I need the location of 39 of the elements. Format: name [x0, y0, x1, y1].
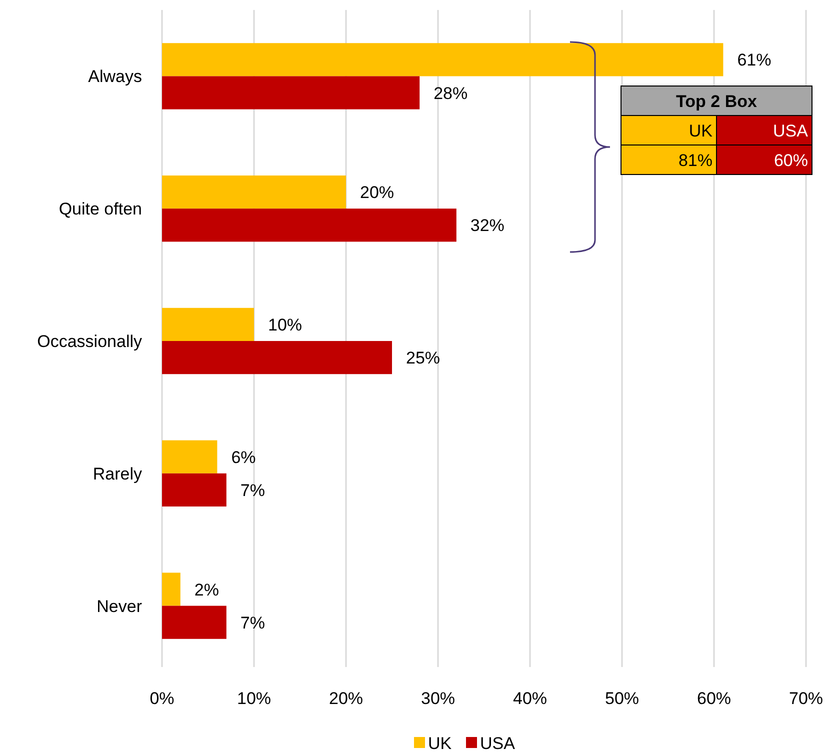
bar: [162, 76, 420, 110]
bar: [162, 43, 724, 76]
data-label: 25%: [406, 348, 440, 368]
bar: [162, 572, 180, 606]
x-tick-label: 30%: [420, 689, 456, 708]
x-tick-label: 10%: [236, 689, 272, 708]
data-label: 10%: [268, 315, 302, 334]
bar: [162, 308, 254, 341]
bar: [162, 473, 226, 506]
legend-label: USA: [480, 734, 516, 753]
data-label: 7%: [240, 480, 265, 500]
bar: [162, 341, 392, 374]
annotation: 81%: [678, 150, 712, 170]
annotation: Top 2 Box: [676, 92, 758, 111]
y-tick-label: Rarely: [92, 464, 142, 484]
y-tick-label: Quite often: [58, 200, 142, 219]
bar: [162, 440, 218, 474]
bar: [162, 176, 346, 209]
annotation: 60%: [774, 150, 808, 170]
y-tick-label: Always: [88, 67, 142, 86]
data-label: 7%: [240, 613, 265, 632]
legend-label: UK: [428, 734, 452, 753]
x-tick-label: 50%: [604, 689, 640, 708]
x-tick-label: 40%: [512, 689, 548, 708]
x-tick-label: 70%: [788, 689, 824, 708]
bar: [162, 606, 226, 639]
data-label: 20%: [360, 183, 394, 202]
data-label: 2%: [194, 580, 219, 600]
data-label: 61%: [737, 50, 772, 70]
data-label: 32%: [470, 216, 504, 236]
x-tick-label: 20%: [328, 689, 364, 708]
data-label: 28%: [434, 84, 468, 103]
y-tick-label: Occassionally: [37, 332, 142, 351]
bar: [162, 208, 456, 242]
y-tick-label: Never: [96, 596, 142, 616]
summary-table: Top 2 Box UK 81% USA 60%: [620, 86, 812, 175]
x-tick-label: 60%: [696, 689, 732, 708]
x-tick-label: 0%: [150, 689, 174, 708]
data-label: 6%: [231, 448, 256, 467]
